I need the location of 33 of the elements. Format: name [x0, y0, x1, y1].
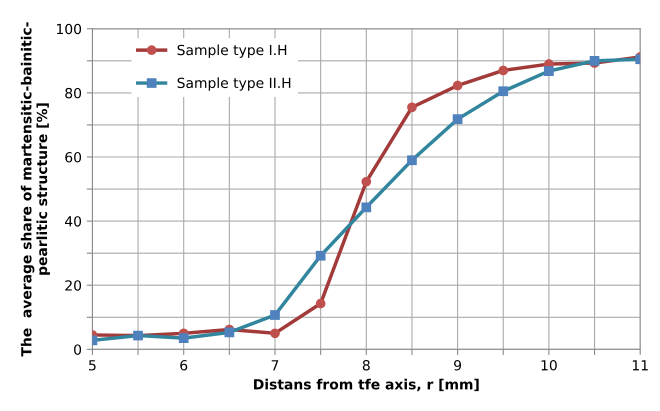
point	[316, 250, 326, 261]
x-axis-title: Distans from tfe axis, r [mm]	[254, 378, 479, 392]
y-tick-label: 100	[57, 24, 82, 34]
y-tick-label: 40	[64, 216, 82, 227]
point	[270, 328, 280, 338]
point	[544, 66, 554, 76]
x-tick-label: 5	[89, 360, 96, 371]
x-tick-label: 9	[454, 360, 462, 371]
point	[407, 155, 417, 166]
point	[361, 202, 372, 212]
point	[224, 328, 234, 338]
point	[270, 310, 280, 320]
y-tick-label: 60	[65, 152, 82, 162]
y-tick-label: 80	[65, 88, 82, 98]
x-tick-label: 7	[272, 360, 278, 370]
point	[407, 102, 417, 112]
point	[498, 66, 508, 76]
y-axis-title: The average share of martensitic-bainitic- pearlitic structure [%]	[20, 22, 50, 356]
point	[590, 56, 600, 66]
legend-label: Sample type I.H	[178, 44, 286, 58]
x-tick-label: 10	[542, 360, 557, 371]
point	[452, 80, 462, 90]
point	[178, 333, 189, 343]
legend-label: Sample type II.H	[178, 77, 290, 91]
point	[452, 114, 462, 124]
y-tick-label: 0	[74, 344, 82, 355]
y-tick-label: 20	[65, 280, 82, 291]
x-tick-label: 8	[362, 360, 370, 371]
point	[361, 176, 372, 187]
point	[316, 298, 326, 308]
point	[498, 86, 508, 96]
x-tick-label: 6	[180, 360, 188, 371]
x-tick-label: 11	[632, 360, 648, 370]
